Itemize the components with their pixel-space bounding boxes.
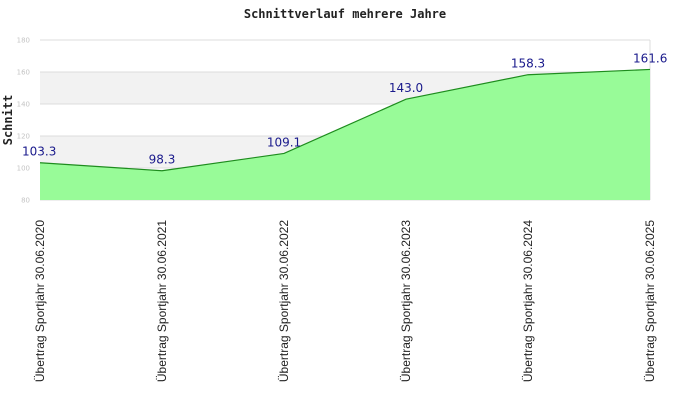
x-tick-label: Übertrag Sportjahr 30.06.2020 — [33, 220, 47, 382]
y-tick-label: 100 — [17, 165, 30, 173]
y-tick-label: 120 — [17, 133, 30, 141]
chart-title: Schnittverlauf mehrere Jahre — [244, 7, 446, 21]
data-label: 103.3 — [22, 145, 56, 159]
x-axis-ticks: Übertrag Sportjahr 30.06.2020 Übertrag Sp… — [33, 220, 657, 382]
x-tick-label: Übertrag Sportjahr 30.06.2024 — [521, 220, 535, 382]
data-label: 161.6 — [633, 51, 667, 65]
y-tick-label: 180 — [17, 37, 30, 45]
plot-band — [40, 40, 650, 72]
data-label: 98.3 — [149, 153, 176, 167]
y-axis-ticks: 80 100 120 140 160 180 — [17, 37, 30, 205]
x-tick-label: Übertrag Sportjahr 30.06.2023 — [399, 220, 413, 382]
series-area-fill — [40, 69, 650, 200]
data-label: 158.3 — [511, 57, 545, 71]
y-axis-label: Schnitt — [1, 95, 15, 146]
y-tick-label: 80 — [21, 197, 30, 205]
series-line — [39, 68, 651, 172]
data-labels: 103.3 98.3 109.1 143.0 158.3 161.6 — [22, 51, 667, 166]
x-tick-label: Übertrag Sportjahr 30.06.2021 — [155, 220, 169, 382]
y-tick-label: 140 — [17, 101, 30, 109]
y-tick-label: 160 — [17, 69, 30, 77]
data-label: 143.0 — [389, 81, 423, 95]
data-label: 109.1 — [267, 135, 301, 149]
x-tick-label: Übertrag Sportjahr 30.06.2022 — [277, 220, 291, 382]
x-tick-label: Übertrag Sportjahr 30.06.2025 — [643, 220, 657, 382]
